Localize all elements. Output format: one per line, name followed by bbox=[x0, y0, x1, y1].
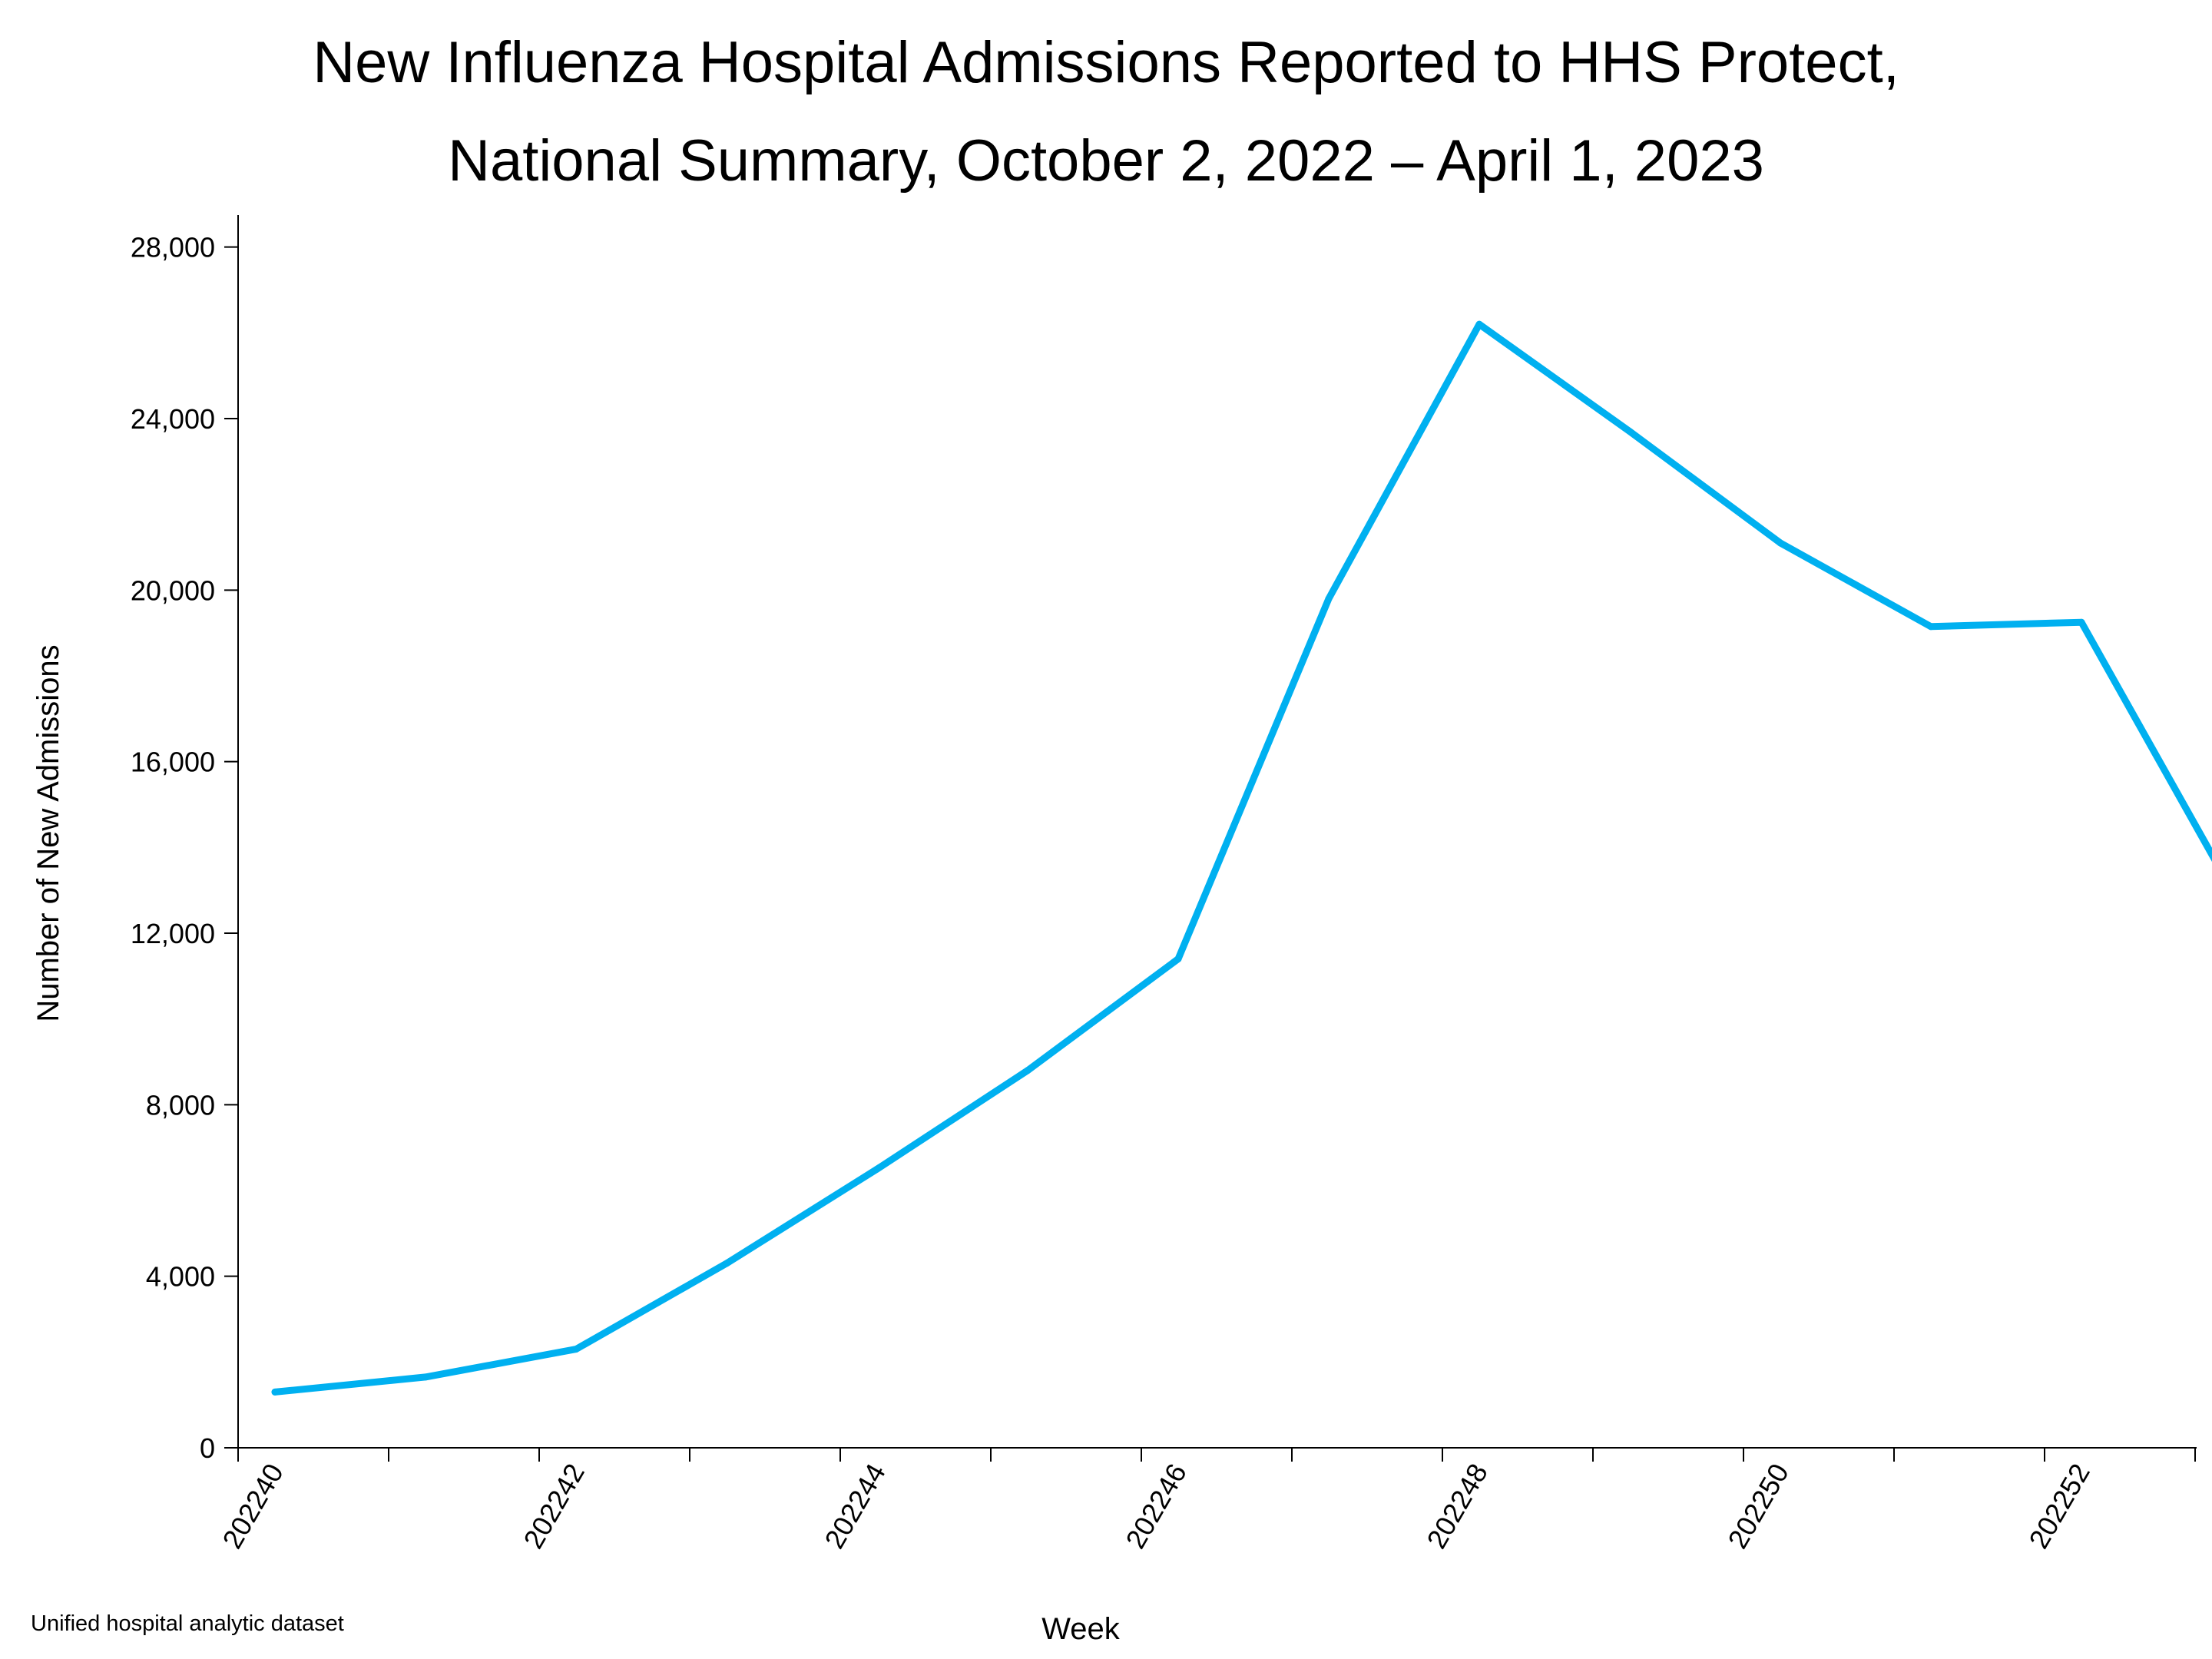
source-note: Unified hospital analytic dataset bbox=[31, 1611, 344, 1636]
data-point bbox=[572, 1346, 580, 1353]
data-point bbox=[1174, 955, 1182, 962]
y-tick-label: 28,000 bbox=[131, 232, 215, 263]
y-axis-title: Number of New Admissions bbox=[31, 644, 65, 1022]
y-tick-label: 8,000 bbox=[146, 1089, 215, 1121]
data-point bbox=[271, 1388, 279, 1396]
data-point bbox=[2078, 618, 2085, 626]
x-tick-label: 202246 bbox=[1119, 1459, 1193, 1555]
series-line bbox=[271, 320, 2212, 1396]
x-axis-title: Week bbox=[1041, 1612, 1121, 1646]
data-point bbox=[1777, 539, 1784, 547]
x-tick-label: 202250 bbox=[1721, 1459, 1795, 1555]
y-tick-label: 24,000 bbox=[131, 403, 215, 435]
data-point bbox=[1626, 428, 1634, 435]
x-tick-label: 202248 bbox=[1420, 1459, 1494, 1555]
y-tick-label: 4,000 bbox=[146, 1261, 215, 1293]
data-point bbox=[1325, 595, 1333, 602]
x-tick-label: 202252 bbox=[2022, 1459, 2096, 1555]
data-point bbox=[723, 1260, 730, 1267]
chart-title-line-2: National Summary, October 2, 2022 – Apri… bbox=[448, 128, 1764, 194]
y-tick-label: 12,000 bbox=[131, 918, 215, 949]
data-point bbox=[1927, 623, 1935, 631]
y-tick-label: 16,000 bbox=[131, 747, 215, 778]
x-tick-label: 202240 bbox=[216, 1459, 290, 1555]
data-point bbox=[1475, 320, 1483, 328]
chart-title: New Influenza Hospital Admissions Report… bbox=[0, 14, 2212, 210]
chart-title-line-1: New Influenza Hospital Admissions Report… bbox=[313, 30, 1899, 95]
data-point bbox=[1024, 1067, 1031, 1075]
data-point bbox=[422, 1373, 429, 1381]
y-tick-label: 0 bbox=[200, 1432, 215, 1464]
y-tick-label: 20,000 bbox=[131, 575, 215, 606]
data-point bbox=[873, 1165, 881, 1173]
x-tick-label: 202242 bbox=[517, 1459, 591, 1555]
x-tick-label: 202244 bbox=[818, 1459, 892, 1555]
